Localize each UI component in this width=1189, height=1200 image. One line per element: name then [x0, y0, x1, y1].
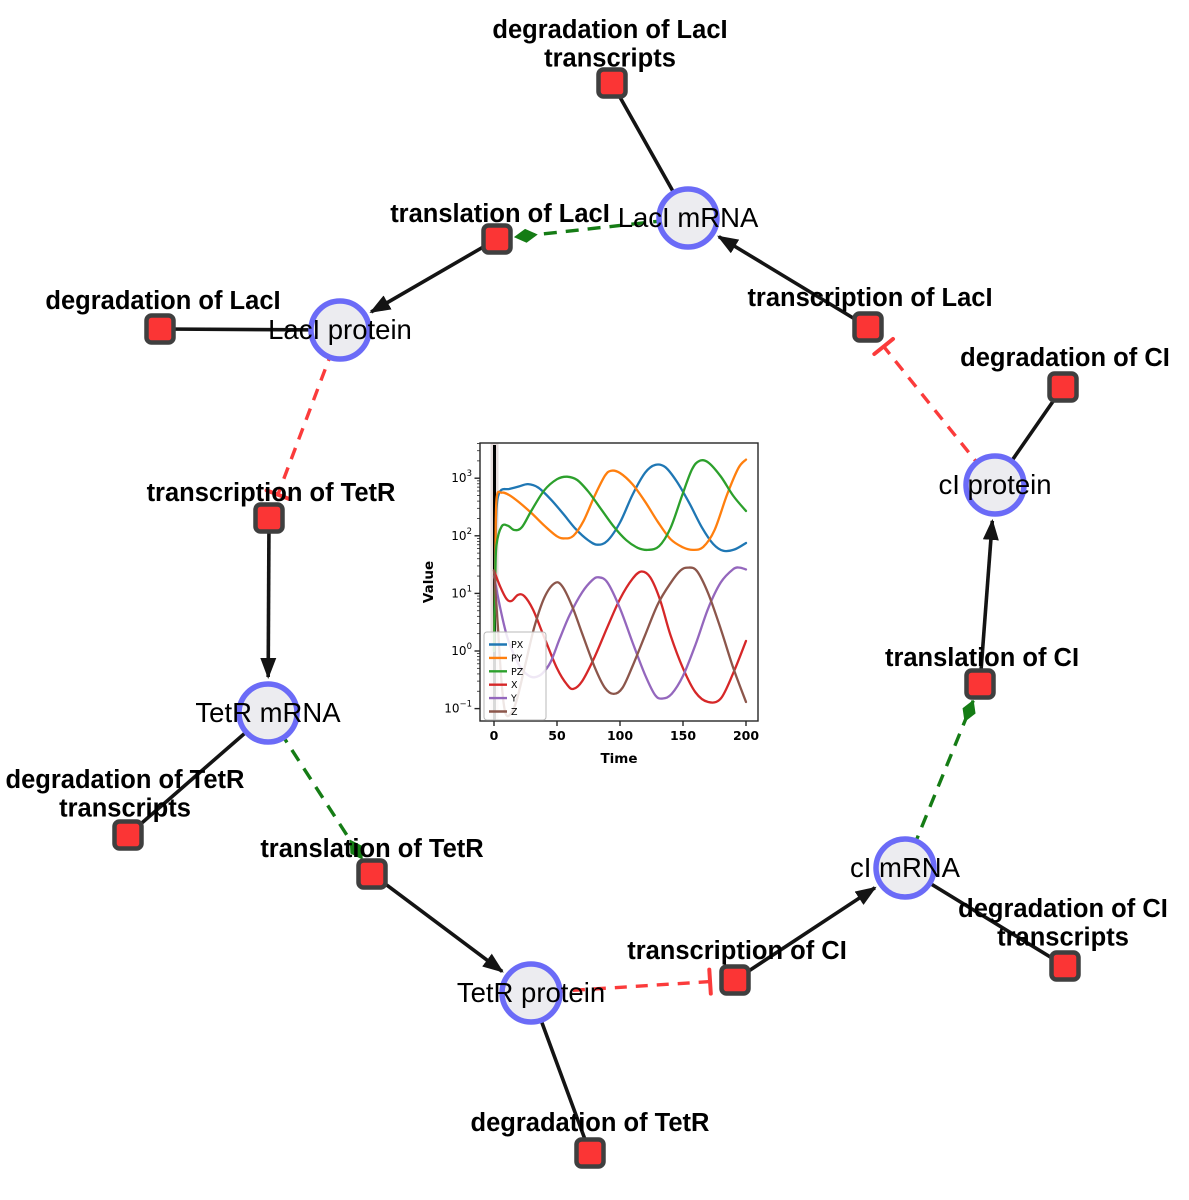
legend-label-X: X [511, 680, 518, 691]
legend-label-Z: Z [511, 707, 518, 718]
reaction-node-transcription_tetr[interactable] [253, 502, 285, 534]
reaction-node-translation_ci[interactable] [964, 668, 996, 700]
chart-axes-frame [479, 442, 759, 722]
species-node-ci_protein[interactable] [963, 453, 1027, 517]
nodes-layer [112, 67, 1081, 1169]
reaction-label-deg_laci-line0: degradation of LacI [45, 287, 280, 315]
inhibition-tbar-transcription_laci [872, 336, 896, 357]
reaction-node-transcription_laci[interactable] [852, 311, 884, 343]
reaction-label-transcription_tetr-line0: transcription of TetR [147, 479, 396, 507]
reaction-label-deg_ci_tx-line1: transcripts [997, 924, 1129, 952]
reaction-node-translation_tetr[interactable] [356, 858, 388, 890]
reaction-label-translation_laci-line0: translation of LacI [390, 200, 610, 228]
reaction-label-transcription_laci-line0: transcription of LacI [747, 284, 992, 312]
reaction-node-deg_laci_tx[interactable] [596, 67, 628, 99]
chart-legend: PX PY PZ XYZ [483, 631, 547, 721]
reaction-label-deg_tetr_tx-line1: transcripts [59, 795, 191, 823]
legend-label-PZ: PZ [511, 667, 524, 678]
timecourse-chart: 0 50 100 150 20010−1100101102103TimeValuePXP… [415, 428, 771, 776]
species-label-tetr_protein: TetR protein [457, 977, 605, 1008]
reaction-label-deg_ci-line0: degradation of CI [960, 344, 1170, 372]
legend-label-Y: Y [510, 694, 517, 705]
chart-series-PY [492, 458, 748, 653]
inhibition-tbar-transcription_ci [707, 967, 713, 996]
x-tick-label: 150 [670, 728, 696, 743]
chart-series-PZ [492, 458, 748, 653]
edge-production-transcription_ci-ci_mrna[interactable] [734, 886, 877, 982]
chart-y-axis-label: Value [421, 561, 437, 603]
edge-production-translation_tetr-tetr_protein[interactable] [370, 872, 504, 973]
species-node-laci_protein[interactable] [308, 298, 372, 362]
reaction-node-deg_tetr_tx[interactable] [112, 819, 144, 851]
x-tick-label: 200 [733, 728, 759, 743]
legend-label-PX: PX [511, 640, 524, 651]
reaction-label-deg_tetr-line0: degradation of TetR [471, 1109, 710, 1137]
reaction-node-deg_laci[interactable] [144, 313, 176, 345]
species-label-laci_mrna: LacI mRNA [618, 202, 759, 233]
species-label-laci_protein: LacI protein [268, 314, 412, 345]
reaction-label-translation_tetr-line0: translation of TetR [260, 835, 483, 863]
reaction-label-deg_laci_tx-line0: degradation of LacI [492, 16, 727, 44]
reaction-label-translation_ci-line0: translation of CI [885, 644, 1079, 672]
reaction-label-deg_tetr_tx-line0: degradation of TetR [6, 766, 245, 794]
species-label-ci_mrna: cI mRNA [850, 852, 961, 883]
species-label-ci_protein: cI protein [938, 469, 1051, 500]
edge-production-transcription_laci-laci_mrna[interactable] [717, 235, 869, 329]
x-tick-label: 100 [607, 728, 633, 743]
chart-series-X [492, 569, 748, 704]
legend-label-PY: PY [511, 653, 523, 664]
species-node-ci_mrna[interactable] [873, 836, 937, 900]
reaction-node-translation_laci[interactable] [481, 223, 513, 255]
reaction-node-transcription_ci[interactable] [719, 964, 751, 996]
edge-production-translation_laci-laci_protein[interactable] [369, 237, 498, 314]
chart-series-PX [492, 463, 748, 653]
inhibition-tbar-transcription_tetr [264, 488, 292, 501]
reaction-label-deg_laci_tx-line1: transcripts [544, 45, 676, 73]
species-label-tetr_mrna: TetR mRNA [195, 697, 341, 728]
x-tick-label: 0 [490, 728, 499, 743]
edge-production-transcription_tetr-tetr_mrna[interactable] [260, 517, 277, 680]
species-node-tetr_mrna[interactable] [236, 681, 300, 745]
reaction-label-deg_ci_tx-line0: degradation of CI [958, 895, 1168, 923]
x-tick-label: 50 [548, 728, 566, 743]
edge-production-translation_ci-ci_protein[interactable] [978, 518, 999, 685]
chart-x-axis-label: Time [600, 751, 637, 767]
reaction-node-deg_ci_tx[interactable] [1049, 950, 1081, 982]
reaction-node-deg_tetr[interactable] [574, 1137, 606, 1169]
reaction-label-transcription_ci-line0: transcription of CI [627, 937, 847, 965]
species-node-laci_mrna[interactable] [656, 186, 720, 250]
reaction-node-deg_ci[interactable] [1047, 371, 1079, 403]
species-node-tetr_protein[interactable] [499, 961, 563, 1025]
labels-layer: LacI mRNA LacI protein TetR mRNA TetR prote… [6, 16, 1170, 1137]
